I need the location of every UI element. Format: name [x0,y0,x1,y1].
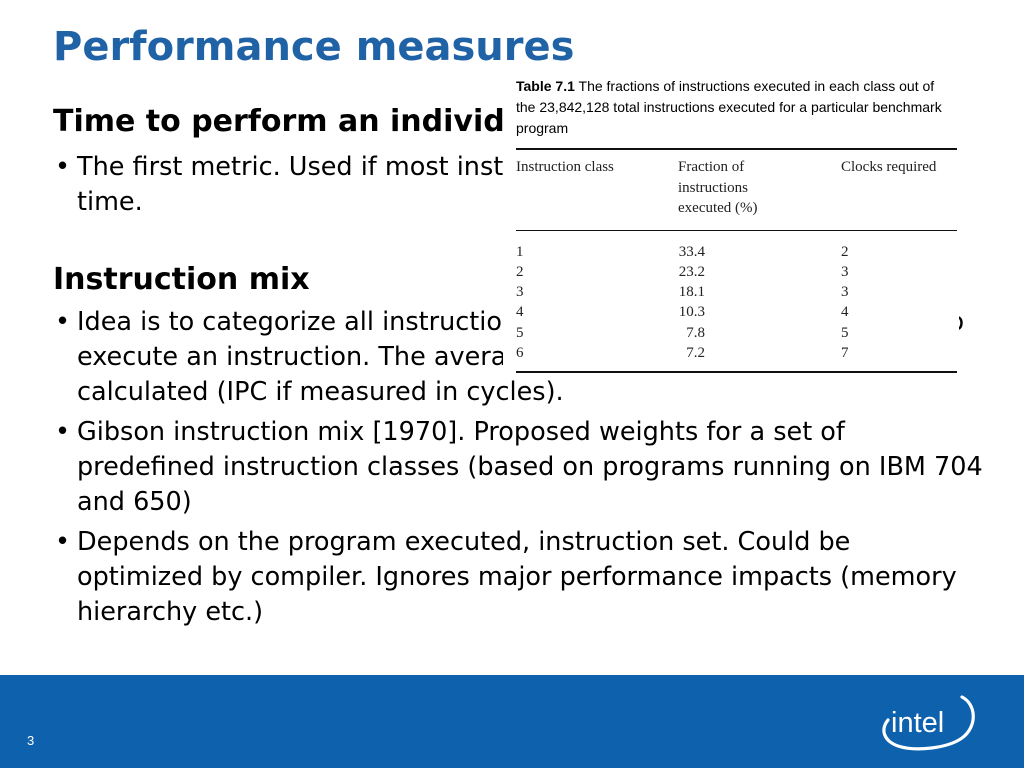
cell-instruction-class: 5 [516,324,524,341]
table-caption-label: Table 7.1 [516,78,575,94]
cell-fraction: 33.4 [678,230,841,262]
fraction-value: 18.1 [678,284,705,301]
table-row: 1 33.4 2 [516,230,957,262]
intel-logo-text: intel [891,707,944,739]
bullet-gibson-mix: Gibson instruction mix [1970]. Proposed … [53,415,983,520]
table-caption: Table 7.1 The fractions of instructions … [516,76,956,139]
page-number: 3 [27,733,35,748]
instruction-mix-table-figure: Table 7.1 The fractions of instructions … [503,76,959,376]
cell-clocks: 7 [841,344,849,361]
cell-clocks: 3 [841,284,849,301]
header-instruction-class: Instruction class [516,159,614,175]
slide-title: Performance measures [53,24,575,70]
header-clocks-required: Clocks required [841,159,937,175]
cell-clocks: 2 [841,243,849,260]
table-caption-text: The fractions of instructions executed i… [516,78,942,136]
cell-clocks: 4 [841,304,849,321]
fraction-value: 33.4 [678,243,705,260]
footer-bar [0,675,1024,768]
fraction-value: 23.2 [678,263,705,280]
cell-fraction: 7.2 [678,343,841,372]
cell-instruction-class: 1 [516,243,524,260]
cell-clocks: 5 [841,324,849,341]
table-header-row: Instruction class Fraction of instructio… [516,149,957,230]
cell-fraction: 7.8 [678,323,841,343]
fraction-value: 7.8 [686,324,705,341]
table-row: 5 7.8 5 [516,323,957,343]
cell-fraction: 10.3 [678,302,841,322]
table-row: 4 10.3 4 [516,302,957,322]
section-heading-instruction-mix: Instruction mix [53,262,310,297]
cell-fraction: 18.1 [678,282,841,302]
cell-instruction-class: 4 [516,304,524,321]
bullet-depends-on-program: Depends on the program executed, instruc… [53,525,983,630]
intel-logo-icon: intel [882,695,975,751]
table-row: 6 7.2 7 [516,343,957,372]
cell-instruction-class: 2 [516,263,524,280]
instruction-mix-table: Instruction class Fraction of instructio… [516,148,957,373]
table-row: 2 23.2 3 [516,262,957,282]
cell-instruction-class: 6 [516,344,524,361]
cell-clocks: 3 [841,263,849,280]
fraction-value: 10.3 [678,304,705,321]
cell-fraction: 23.2 [678,262,841,282]
fraction-value: 7.2 [686,344,705,361]
table-row: 3 18.1 3 [516,282,957,302]
header-fraction-executed: Fraction of instructions executed (%) [678,159,758,216]
cell-instruction-class: 3 [516,284,524,301]
